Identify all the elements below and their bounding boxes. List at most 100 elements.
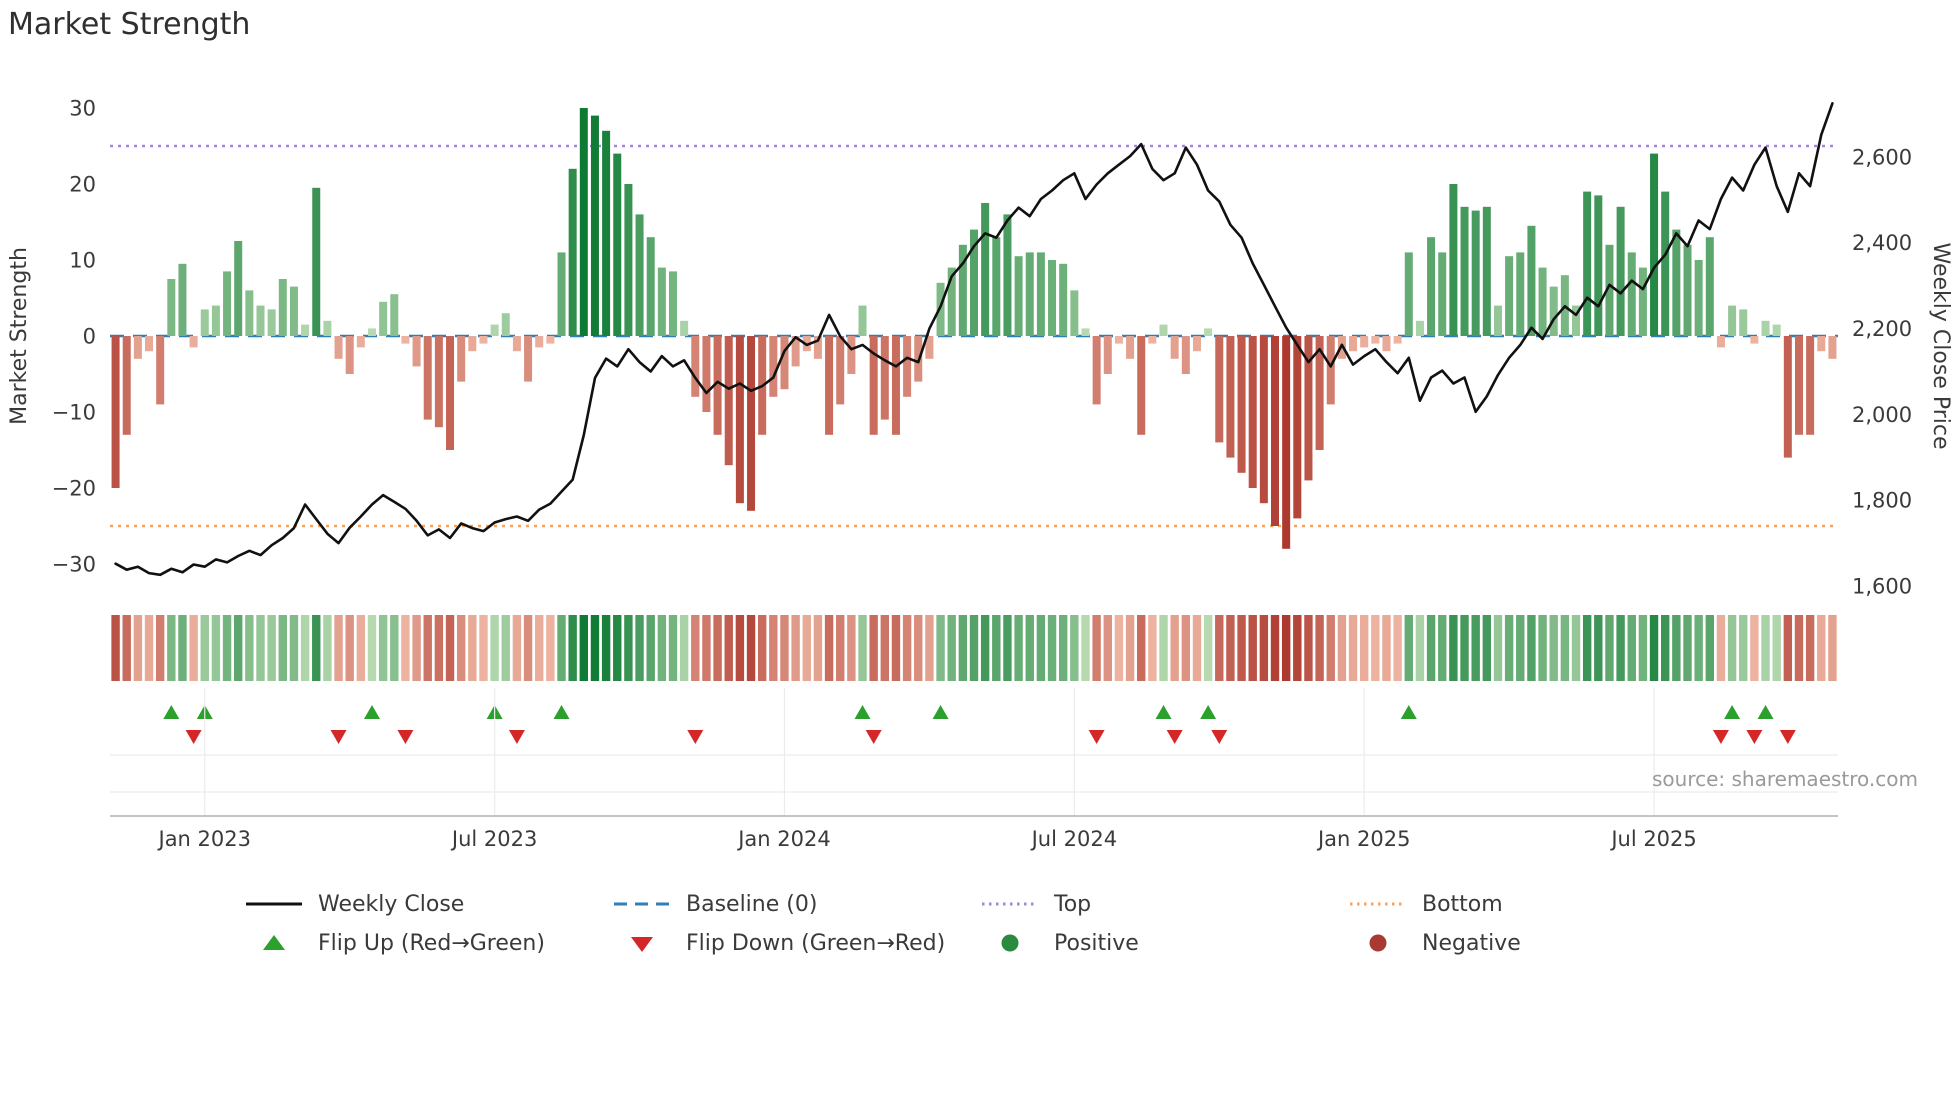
heatmap-cell bbox=[947, 614, 956, 681]
heatmap-cell bbox=[1226, 614, 1235, 681]
strength-bar bbox=[535, 335, 544, 347]
heatmap-cell bbox=[200, 614, 209, 681]
heatmap-cell bbox=[1438, 614, 1447, 681]
strength-bar bbox=[345, 335, 354, 374]
flip-up-marker bbox=[932, 704, 949, 719]
heatmap-cell bbox=[702, 614, 711, 681]
heatmap-cell bbox=[1326, 614, 1335, 681]
heatmap-cell bbox=[267, 614, 276, 681]
strength-bar bbox=[156, 335, 165, 404]
heatmap-cell bbox=[635, 614, 644, 681]
heatmap-strip bbox=[111, 614, 1837, 681]
heatmap-cell bbox=[1170, 614, 1179, 681]
heatmap-cell bbox=[601, 614, 611, 681]
left-tick-label: −10 bbox=[52, 400, 96, 424]
flip-down-marker bbox=[508, 729, 525, 744]
x-tick-label: Jul 2023 bbox=[450, 827, 537, 851]
strength-bar bbox=[211, 305, 220, 336]
strength-bar bbox=[524, 335, 533, 382]
strength-bar bbox=[791, 335, 800, 366]
heatmap-cell bbox=[323, 614, 332, 681]
strength-bar bbox=[668, 270, 677, 336]
heatmap-cell bbox=[278, 614, 287, 681]
strength-bar bbox=[379, 301, 388, 336]
flip-down-marker bbox=[1712, 729, 1729, 744]
strength-bar bbox=[735, 335, 744, 503]
triangle-down-icon bbox=[631, 937, 653, 952]
heatmap-cell bbox=[1627, 614, 1636, 681]
strength-bar bbox=[1728, 305, 1737, 336]
heatmap-cell bbox=[334, 614, 343, 681]
heatmap-cell bbox=[1337, 614, 1347, 681]
strength-bar bbox=[312, 187, 321, 336]
right-axis-ticks: 2,600 2,400 2,200 2,000 1,800 1,600 bbox=[1852, 145, 1912, 598]
heatmap-cell bbox=[133, 614, 143, 681]
strength-bar bbox=[1750, 335, 1759, 344]
flip-down-marker bbox=[1166, 729, 1183, 744]
strength-bar bbox=[1638, 267, 1647, 336]
strength-bar bbox=[1293, 335, 1302, 518]
heatmap-cell bbox=[1471, 614, 1480, 681]
heatmap-cell bbox=[1761, 614, 1770, 681]
page-title: Market Strength bbox=[8, 7, 251, 42]
strength-bar bbox=[1538, 267, 1547, 336]
heatmap-cell bbox=[189, 614, 198, 681]
heatmap-cell bbox=[557, 614, 566, 681]
flip-down-marker bbox=[330, 729, 347, 744]
heatmap-cell bbox=[1772, 614, 1781, 681]
heatmap-cell bbox=[769, 614, 778, 681]
market-strength-chart: Jan 2023 Jul 2023 Jan 2024 Jul 2024 Jan 2025… bbox=[7, 96, 1953, 851]
heatmap-cell bbox=[1359, 614, 1369, 681]
heatmap-cell bbox=[1538, 614, 1547, 681]
strength-bar bbox=[1739, 308, 1748, 336]
strength-bar bbox=[1159, 324, 1168, 336]
heatmap-cell bbox=[668, 614, 678, 681]
flip-down-marker bbox=[1746, 729, 1763, 744]
strength-bar bbox=[1806, 335, 1815, 435]
heatmap-cell bbox=[824, 614, 834, 681]
dashed-line-icon bbox=[614, 902, 670, 906]
heatmap-cell bbox=[1304, 614, 1313, 681]
heatmap-cell bbox=[1081, 614, 1090, 681]
dotted-line-icon bbox=[1350, 902, 1406, 906]
strength-bar bbox=[1650, 153, 1659, 336]
heatmap-cell bbox=[679, 614, 689, 681]
flip-down-marker bbox=[1779, 729, 1796, 744]
strength-bar bbox=[111, 335, 120, 488]
flip-up-marker bbox=[1155, 704, 1172, 719]
flip-down-marker bbox=[1211, 729, 1228, 744]
heatmap-cell bbox=[1014, 614, 1023, 681]
left-tick-label: 0 bbox=[83, 324, 96, 348]
page: Market Strength Jan 2023 Jul 2023 Jan 2024… bbox=[0, 6, 1960, 1102]
heatmap-cell bbox=[1493, 614, 1503, 681]
heatmap-cell bbox=[1058, 614, 1068, 681]
heatmap-cell bbox=[1315, 614, 1324, 681]
strength-bar bbox=[256, 305, 265, 336]
strength-bar bbox=[1516, 251, 1525, 336]
strength-bar bbox=[635, 213, 644, 336]
strength-bar bbox=[1315, 335, 1324, 450]
heatmap-cell bbox=[401, 614, 410, 681]
legend-item-flip-down-green-red: Flip Down (Green→Red) bbox=[612, 931, 980, 956]
circle-icon bbox=[1369, 934, 1387, 952]
heatmap-cell bbox=[802, 614, 811, 681]
strength-bar bbox=[145, 335, 154, 351]
strength-bar bbox=[1716, 335, 1725, 347]
legend-label: Baseline (0) bbox=[686, 891, 818, 917]
heatmap-cell bbox=[780, 614, 789, 681]
strength-bar bbox=[1103, 335, 1112, 374]
strength-bar bbox=[1828, 335, 1837, 359]
heatmap-cell bbox=[646, 614, 655, 681]
heatmap-cell bbox=[1215, 614, 1224, 681]
strength-bar bbox=[1683, 244, 1692, 336]
heatmap-cell bbox=[980, 614, 990, 681]
strength-bar bbox=[1014, 255, 1023, 336]
heatmap-cell bbox=[992, 614, 1001, 681]
heatmap-cell bbox=[1527, 614, 1536, 681]
heatmap-cell bbox=[1415, 614, 1425, 681]
strength-bar bbox=[356, 335, 365, 347]
strength-bar bbox=[1672, 229, 1681, 336]
strength-bar bbox=[1493, 305, 1502, 336]
heatmap-cell bbox=[1371, 614, 1380, 681]
legend-label: Positive bbox=[1054, 930, 1139, 956]
